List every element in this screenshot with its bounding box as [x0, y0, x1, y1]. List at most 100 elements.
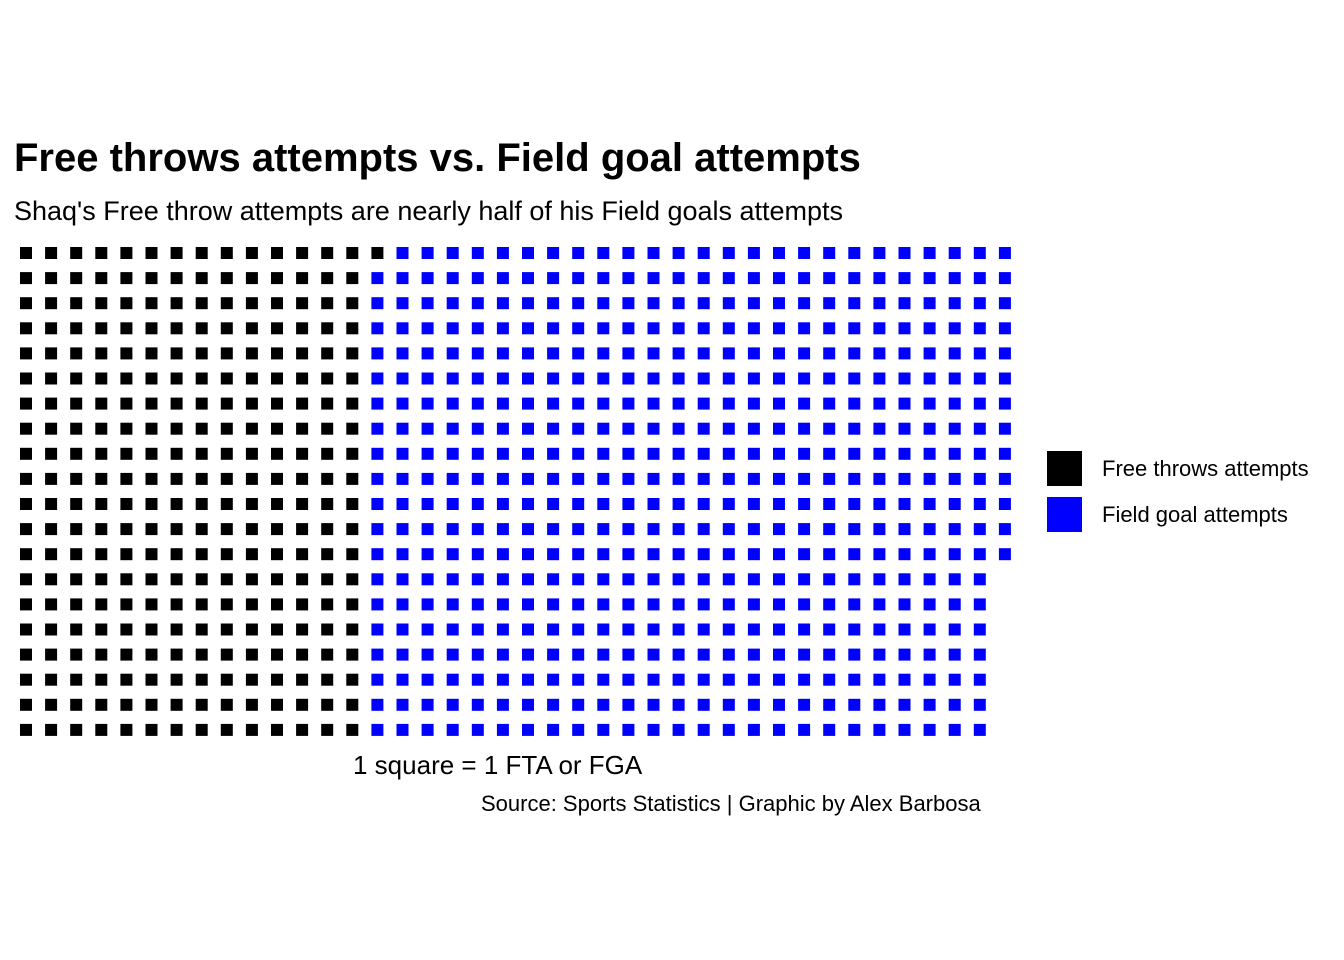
waffle-square-free-throw	[95, 297, 108, 310]
waffle-square-field-goal	[747, 447, 760, 460]
waffle-square-field-goal	[848, 623, 861, 636]
waffle-square-field-goal	[697, 548, 710, 561]
waffle-square-field-goal	[722, 272, 735, 285]
waffle-square-field-goal	[973, 297, 986, 310]
waffle-square-field-goal	[446, 322, 459, 335]
waffle-square-field-goal	[371, 573, 384, 586]
waffle-square-field-goal	[647, 548, 660, 561]
waffle-square-field-goal	[722, 698, 735, 711]
waffle-square-field-goal	[747, 422, 760, 435]
waffle-square-field-goal	[898, 397, 911, 410]
waffle-square-free-throw	[220, 272, 233, 285]
waffle-square-free-throw	[120, 698, 133, 711]
waffle-square-free-throw	[321, 322, 334, 335]
waffle-square-free-throw	[170, 297, 183, 310]
waffle-square-free-throw	[20, 673, 32, 686]
waffle-square-free-throw	[296, 698, 309, 711]
waffle-square-field-goal	[446, 347, 459, 360]
waffle-square-field-goal	[622, 347, 635, 360]
waffle-square-field-goal	[572, 397, 585, 410]
waffle-square-free-throw	[296, 422, 309, 435]
waffle-square-field-goal	[396, 548, 409, 561]
waffle-square-free-throw	[45, 347, 58, 360]
waffle-square-field-goal	[421, 247, 434, 259]
waffle-square-free-throw	[45, 397, 58, 410]
waffle-square-free-throw	[271, 322, 283, 335]
waffle-square-field-goal	[898, 297, 911, 310]
waffle-square-free-throw	[170, 723, 183, 736]
waffle-square-field-goal	[471, 723, 484, 736]
waffle-square-free-throw	[145, 598, 158, 611]
waffle-square-field-goal	[622, 598, 635, 611]
source-caption: Source: Sports Statistics | Graphic by A…	[481, 791, 981, 816]
waffle-square-field-goal	[672, 673, 685, 686]
waffle-square-field-goal	[396, 648, 409, 661]
waffle-square-field-goal	[722, 322, 735, 335]
waffle-square-field-goal	[823, 698, 836, 711]
waffle-square-free-throw	[346, 523, 359, 536]
waffle-square-field-goal	[923, 397, 936, 410]
waffle-square-field-goal	[547, 673, 560, 686]
waffle-square-field-goal	[471, 598, 484, 611]
waffle-square-free-throw	[271, 673, 283, 686]
waffle-square-field-goal	[923, 347, 936, 360]
waffle-square-free-throw	[321, 472, 334, 485]
waffle-square-field-goal	[597, 247, 610, 259]
waffle-square-field-goal	[747, 598, 760, 611]
waffle-square-field-goal	[948, 347, 961, 360]
waffle-square-field-goal	[522, 472, 534, 485]
waffle-square-field-goal	[496, 447, 509, 460]
waffle-square-field-goal	[547, 347, 560, 360]
waffle-square-field-goal	[647, 447, 660, 460]
waffle-square-field-goal	[371, 447, 384, 460]
waffle-square-field-goal	[672, 322, 685, 335]
waffle-square-field-goal	[471, 297, 484, 310]
waffle-square-free-throw	[120, 498, 133, 510]
waffle-square-free-throw	[145, 322, 158, 335]
waffle-square-free-throw	[220, 548, 233, 561]
waffle-square-field-goal	[622, 447, 635, 460]
waffle-square-free-throw	[321, 698, 334, 711]
waffle-square-field-goal	[421, 297, 434, 310]
waffle-square-field-goal	[798, 347, 811, 360]
waffle-square-field-goal	[873, 573, 886, 586]
waffle-square-free-throw	[20, 598, 32, 611]
waffle-square-field-goal	[522, 447, 534, 460]
waffle-square-free-throw	[195, 573, 208, 586]
waffle-square-field-goal	[823, 447, 836, 460]
waffle-square-field-goal	[998, 397, 1011, 410]
waffle-square-field-goal	[522, 548, 534, 561]
waffle-square-field-goal	[421, 422, 434, 435]
waffle-square-field-goal	[923, 698, 936, 711]
waffle-square-free-throw	[346, 372, 359, 385]
waffle-square-field-goal	[597, 498, 610, 510]
waffle-square-field-goal	[672, 698, 685, 711]
waffle-square-field-goal	[547, 548, 560, 561]
waffle-square-free-throw	[20, 347, 32, 360]
waffle-square-field-goal	[848, 548, 861, 561]
waffle-square-field-goal	[898, 322, 911, 335]
waffle-square-free-throw	[321, 247, 334, 259]
waffle-square-field-goal	[898, 723, 911, 736]
waffle-square-free-throw	[245, 573, 258, 586]
waffle-square-free-throw	[70, 372, 83, 385]
waffle-square-free-throw	[346, 422, 359, 435]
waffle-square-field-goal	[597, 573, 610, 586]
waffle-square-field-goal	[496, 623, 509, 636]
waffle-square-field-goal	[672, 498, 685, 510]
waffle-square-field-goal	[823, 623, 836, 636]
waffle-square-free-throw	[271, 447, 283, 460]
waffle-square-field-goal	[597, 272, 610, 285]
waffle-square-field-goal	[823, 247, 836, 259]
waffle-square-field-goal	[898, 372, 911, 385]
waffle-square-field-goal	[697, 247, 710, 259]
waffle-square-field-goal	[572, 648, 585, 661]
waffle-square-field-goal	[898, 272, 911, 285]
waffle-square-field-goal	[672, 573, 685, 586]
waffle-square-field-goal	[898, 623, 911, 636]
waffle-square-free-throw	[95, 447, 108, 460]
waffle-square-field-goal	[747, 498, 760, 510]
waffle-square-field-goal	[747, 723, 760, 736]
waffle-square-field-goal	[522, 498, 534, 510]
waffle-square-field-goal	[722, 723, 735, 736]
